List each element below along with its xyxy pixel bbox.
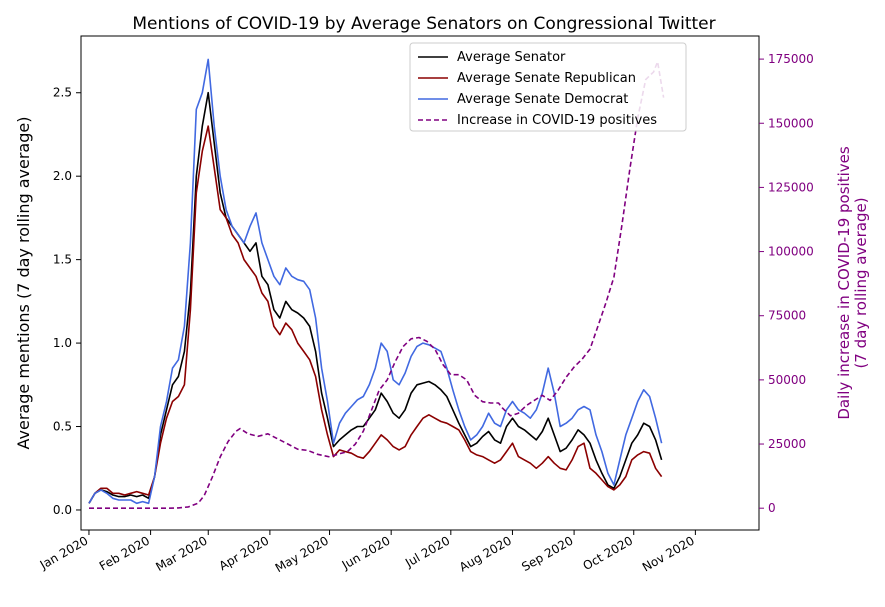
series-line-senate-republican xyxy=(88,125,663,504)
y-tick-right-label: 125000 xyxy=(768,180,814,194)
series-line-average-senator xyxy=(88,91,663,504)
y-tick-left-label: 2.0 xyxy=(53,169,72,183)
y-tick-right-label: 0 xyxy=(768,501,776,515)
x-tick-label: Jan 2020 xyxy=(37,533,91,572)
series-layer xyxy=(88,58,665,509)
series-line-covid-positives xyxy=(89,60,665,509)
y-tick-left-label: 2.5 xyxy=(53,86,72,100)
x-tick-label: Sep 2020 xyxy=(519,533,575,574)
legend-item-covid: Increase in COVID-19 positives xyxy=(418,113,657,128)
y-tick-right-label: 150000 xyxy=(768,116,814,130)
y-tick-left-label: 0.5 xyxy=(53,420,72,434)
legend-item-republican: Average Senate Republican xyxy=(418,71,636,86)
x-tick-label: Jun 2020 xyxy=(339,533,393,572)
y-axis-label-right-line-2: (7 day rolling average) xyxy=(852,197,870,368)
legend-item-democrat: Average Senate Democrat xyxy=(418,92,628,107)
legend-label-covid: Increase in COVID-19 positives xyxy=(457,113,657,128)
x-tick-label: Feb 2020 xyxy=(97,533,152,573)
legend: Average Senator Average Senate Republica… xyxy=(409,42,687,132)
legend-label-republican: Average Senate Republican xyxy=(457,71,636,86)
plot-frame xyxy=(80,35,760,531)
y-tick-right-label: 25000 xyxy=(768,437,806,451)
y-tick-right-label: 75000 xyxy=(768,309,806,323)
y-axis-label-right-line-1: Daily increase in COVID-19 positives xyxy=(835,146,853,420)
y-tick-left-label: 1.5 xyxy=(53,253,72,267)
legend-label-democrat: Average Senate Democrat xyxy=(457,92,628,107)
x-tick-label: May 2020 xyxy=(273,533,331,575)
series-line-senate-democrat xyxy=(88,58,663,505)
x-tick-label: Apr 2020 xyxy=(217,533,272,573)
legend-frame xyxy=(409,42,687,132)
chart-title: Mentions of COVID-19 by Average Senators… xyxy=(132,14,715,34)
y-tick-right-label: 50000 xyxy=(768,373,806,387)
legend-item-senator: Average Senator xyxy=(418,50,566,65)
y-tick-right-label: 100000 xyxy=(768,245,814,259)
y-tick-left-label: 1.0 xyxy=(53,336,72,350)
x-tick-label: Nov 2020 xyxy=(640,533,697,574)
x-tick-label: Mar 2020 xyxy=(153,533,209,574)
legend-label-senator: Average Senator xyxy=(457,50,566,65)
x-tick-label: Jul 2020 xyxy=(402,533,452,570)
y-tick-right-label: 175000 xyxy=(768,52,814,66)
y-axis-label-left: Average mentions (7 day rolling average) xyxy=(14,117,33,450)
y-tick-left-label: 0.0 xyxy=(53,503,72,517)
x-tick-label: Oct 2020 xyxy=(581,533,636,573)
x-tick-label: Aug 2020 xyxy=(457,533,514,574)
